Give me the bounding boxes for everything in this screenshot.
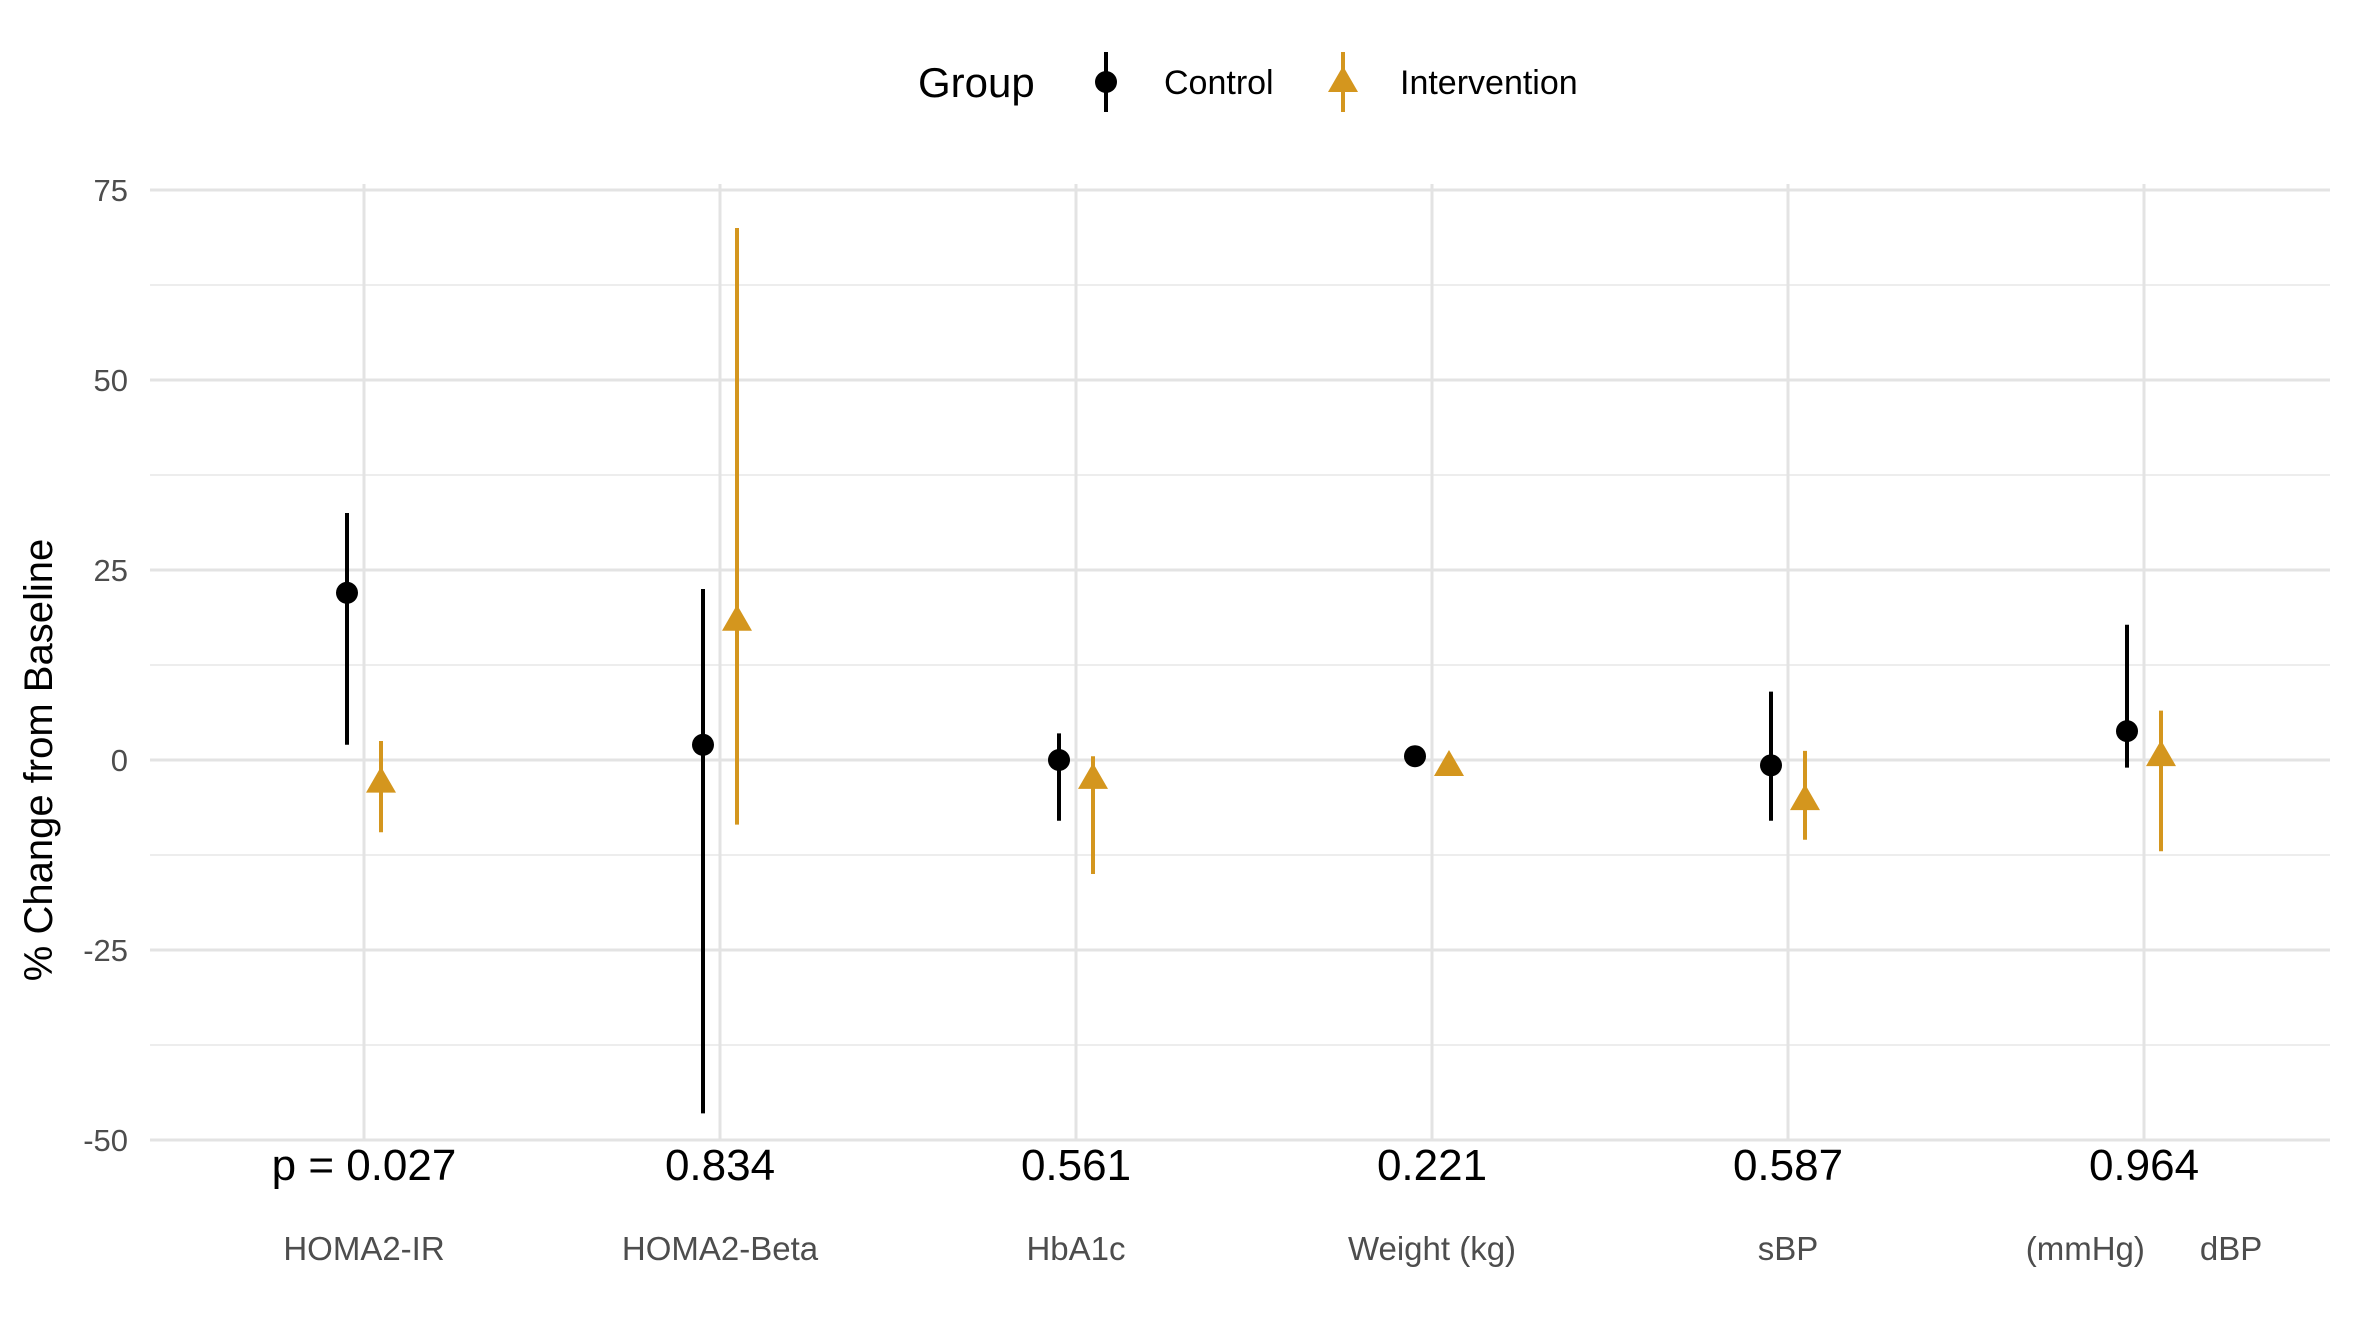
legend-title: Group (918, 59, 1035, 106)
p-value-label: 0.561 (1021, 1141, 1131, 1190)
control-point-homa2-ir (336, 581, 358, 604)
control-point-weight-kg (1404, 745, 1426, 768)
y-tick-label: -50 (83, 1123, 128, 1158)
control-point-homa2-beta (692, 733, 714, 756)
p-value-label: 0.834 (665, 1141, 775, 1190)
data-marks (336, 228, 2176, 1114)
control-point-hba1c (1048, 749, 1070, 771)
intervention-point-homa2-beta (722, 604, 752, 631)
p-value-label: p = 0.027 (272, 1141, 457, 1190)
control-point-sbp (1760, 754, 1782, 777)
x-tick-label: HOMA2-IR (283, 1230, 444, 1267)
major-gridlines (150, 184, 2330, 1142)
y-tick-label: 75 (94, 173, 128, 208)
x-axis-ticks: HOMA2-IR HOMA2-Beta HbA1c Weight (kg) sBP (mm… (283, 1230, 2262, 1267)
x-tick-label: (mmHg) dBP (2026, 1230, 2263, 1267)
y-axis-ticks: -50 -25 0 25 50 75 (83, 173, 128, 1158)
x-tick-label: Weight (kg) (1348, 1230, 1516, 1267)
control-point-dbp (2116, 720, 2138, 743)
y-tick-label: 25 (94, 553, 128, 588)
p-value-label: 0.221 (1377, 1141, 1487, 1190)
y-tick-label: 50 (94, 363, 128, 398)
intervention-point-sbp (1790, 784, 1820, 811)
legend-key-circle (1095, 71, 1117, 93)
legend-key-triangle (1328, 66, 1358, 92)
intervention-point-weight-kg (1434, 749, 1464, 776)
p-value-label: 0.964 (2089, 1141, 2199, 1190)
y-axis-label: % Change from Baseline (17, 539, 61, 981)
p-value-label: 0.587 (1733, 1141, 1843, 1190)
p-value-labels: p = 0.027 0.834 0.561 0.221 0.587 0.964 (272, 1141, 2199, 1190)
x-tick-label: sBP (1758, 1230, 1819, 1267)
legend-item-control: Control (1095, 52, 1274, 112)
legend-label: Intervention (1400, 64, 1578, 102)
legend-label: Control (1164, 64, 1274, 102)
legend-item-intervention: Intervention (1328, 52, 1578, 112)
intervention-point-dbp (2146, 740, 2176, 767)
x-tick-label: HbA1c (1026, 1230, 1125, 1267)
y-tick-label: 0 (111, 743, 128, 778)
x-tick-label: HOMA2-Beta (622, 1230, 819, 1267)
minor-gridlines (150, 284, 2330, 1046)
y-tick-label: -25 (83, 933, 128, 968)
legend: Group Control Intervention (918, 52, 1578, 112)
intervention-point-homa2-ir (366, 766, 396, 793)
intervention-point-hba1c (1078, 762, 1108, 789)
